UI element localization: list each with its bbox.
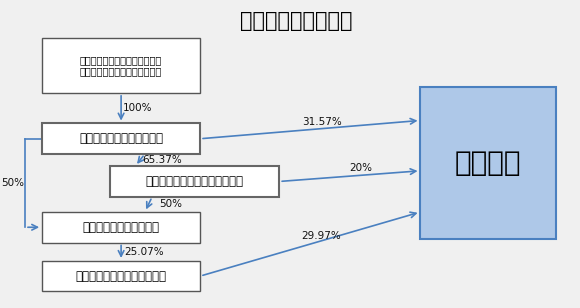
Text: 中国华闰投资控股有限公司: 中国华闰投资控股有限公司 — [79, 132, 163, 145]
Text: 31.57%: 31.57% — [302, 117, 342, 127]
Text: 50%: 50% — [1, 178, 24, 188]
Text: 中泰信托股权关系图: 中泰信托股权关系图 — [240, 10, 353, 30]
Text: 上海新黄浦置业股份有限公司: 上海新黄浦置业股份有限公司 — [75, 270, 166, 282]
Text: 广联（南宁）投资股份有限公司: 广联（南宁）投资股份有限公司 — [146, 175, 244, 188]
Text: 29.97%: 29.97% — [302, 231, 342, 241]
FancyBboxPatch shape — [110, 166, 279, 197]
Text: 100%: 100% — [124, 103, 153, 113]
FancyBboxPatch shape — [42, 212, 200, 242]
FancyBboxPatch shape — [42, 38, 200, 93]
FancyBboxPatch shape — [420, 87, 556, 239]
Text: 北京国际信托有限公司（德瑞股
权投资基金集合资金信托计划）: 北京国际信托有限公司（德瑞股 权投资基金集合资金信托计划） — [80, 55, 162, 76]
Text: 25.07%: 25.07% — [124, 247, 164, 257]
Text: 20%: 20% — [350, 164, 373, 173]
Text: 50%: 50% — [160, 199, 183, 209]
Text: 中泰信托: 中泰信托 — [455, 149, 521, 177]
FancyBboxPatch shape — [42, 124, 200, 154]
Text: 65.37%: 65.37% — [143, 155, 183, 165]
Text: 上海新华闰投资有限公司: 上海新华闰投资有限公司 — [82, 221, 160, 234]
FancyBboxPatch shape — [42, 261, 200, 291]
